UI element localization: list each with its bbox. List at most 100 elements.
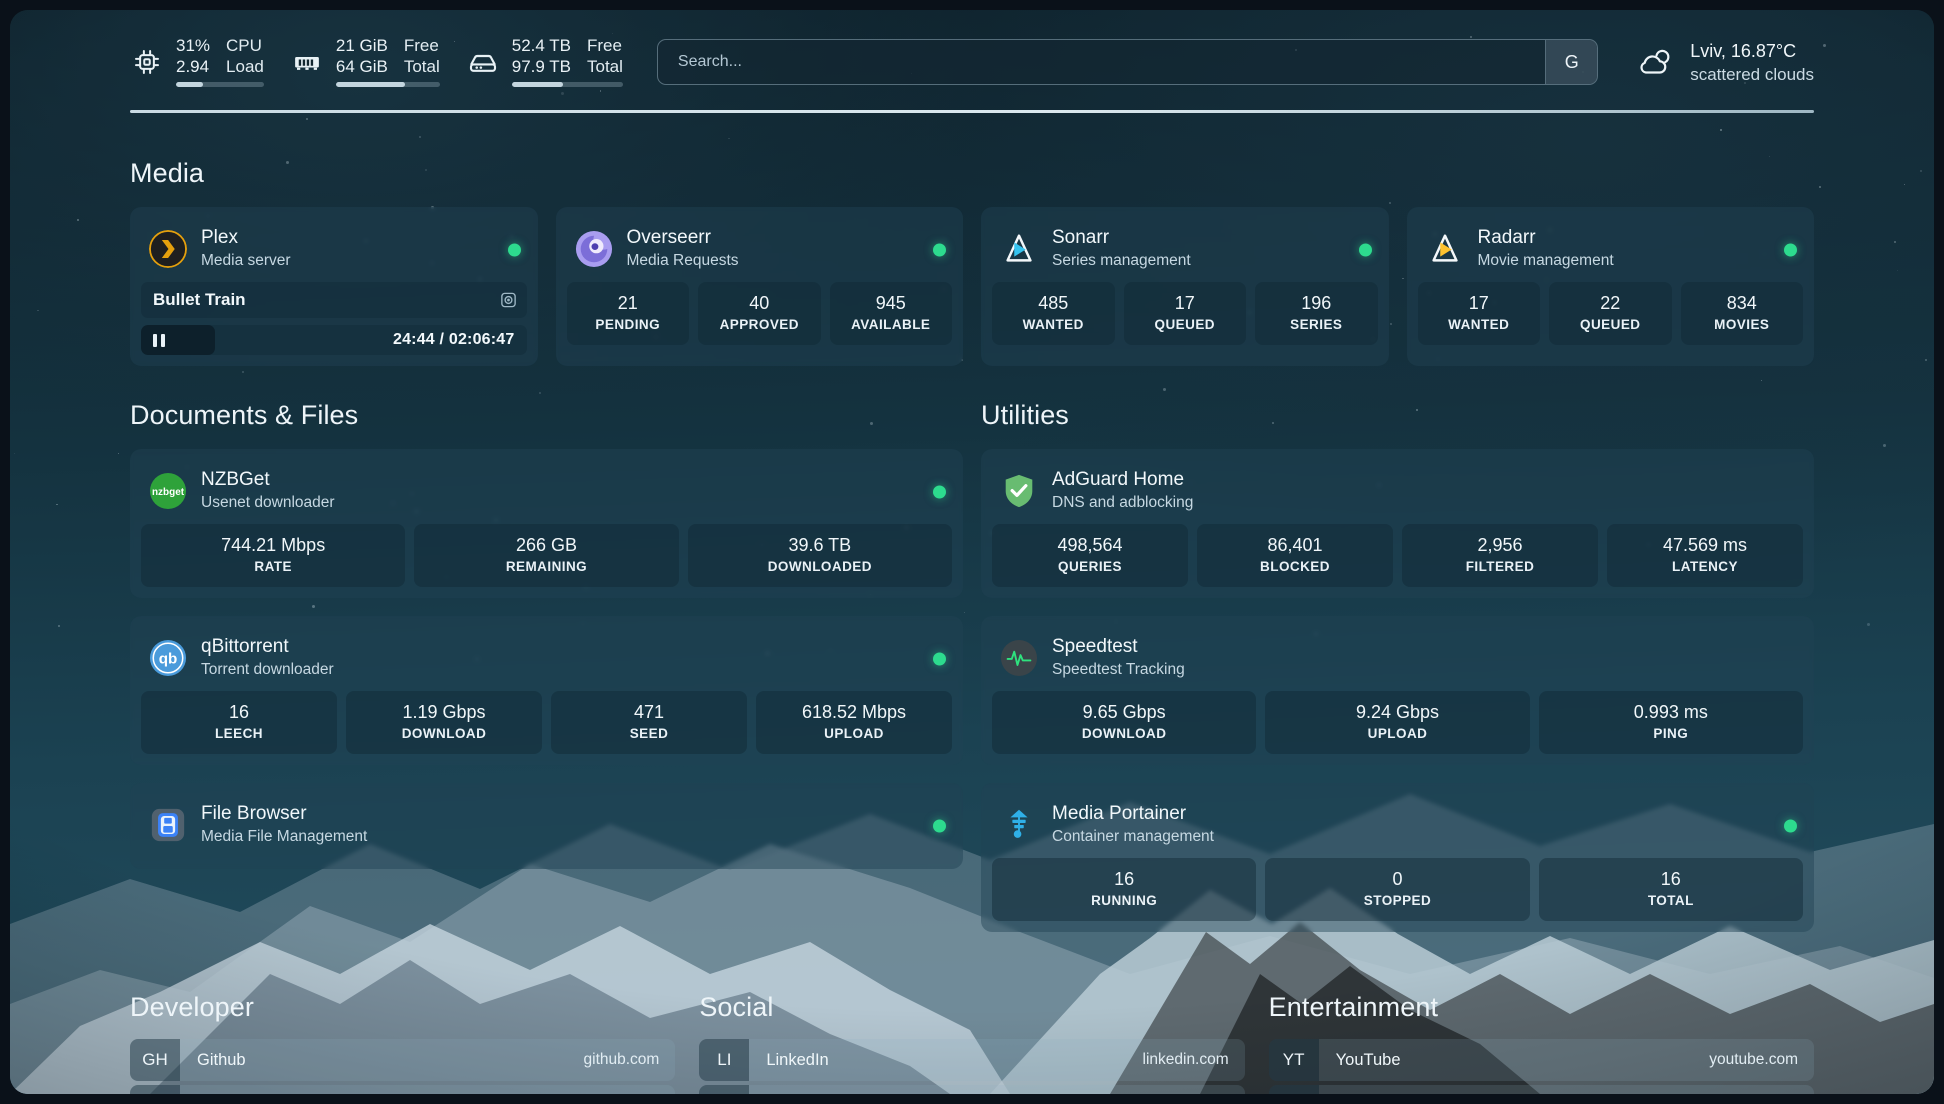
card-header: Overseerr Media Requests [567,218,953,282]
memory-icon [290,45,324,79]
stat-key: WANTED [1448,317,1510,332]
bookmark-list: GH Github github.com SO StackOverflow st… [130,1039,676,1094]
stat-item: 498,564 QUERIES [992,524,1188,587]
card-name: Radarr [1477,227,1536,248]
bookmark-url: youtube.com [1709,1051,1798,1068]
plex-logo-icon [149,229,187,268]
pause-icon[interactable] [153,333,165,347]
bookmark-item-linkedin[interactable]: LI LinkedIn linkedin.com [699,1039,1245,1081]
stat-value: 945 [875,293,906,313]
stat-key: AVAILABLE [851,317,931,332]
bookmark-item-twitter[interactable]: TW Twitter twitter.com [699,1085,1245,1094]
stat-item: 834 MOVIES [1680,282,1803,345]
search-engine-button[interactable]: G [1545,40,1598,84]
utilities-section-title: Utilities [981,400,1069,430]
stat-item: 618.52 Mbps UPLOAD [756,691,952,754]
bookmark-name: Github [197,1050,246,1069]
card-desc: Media server [201,252,291,269]
service-card-radarr[interactable]: Radarr Movie management 17 WANTED 22 QUE… [1406,207,1814,366]
cpu-icon [130,45,164,79]
bookmark-item-github[interactable]: GH Github github.com [130,1039,676,1081]
stat-value: 471 [633,702,665,722]
plex-now-playing: Bullet Train [141,282,527,355]
stat-item: 40 APPROVED [698,282,821,345]
weather-location-temp: Lviv, 16.87°C [1690,40,1797,61]
status-indicator-online [1784,819,1797,833]
stat-item: 21 PENDING [566,282,689,345]
stat-item: 47.569 ms LATENCY [1607,524,1803,587]
card-name: Speedtest [1052,636,1138,657]
bookmark-group-title: Social [699,992,774,1022]
card-stats: 9.65 Gbps DOWNLOAD 9.24 Gbps UPLOAD 0.99… [992,691,1803,754]
memory-widget[interactable]: 21 GiB 64 GiB Free Total [290,36,440,89]
now-playing-progress-bar[interactable]: 24:44 / 02:06:47 [141,325,527,355]
cpu-widget[interactable]: 31% 2.94 CPU Load [130,36,264,89]
bookmark-item-netflix[interactable]: NF Netflix netflix.com [1268,1085,1814,1094]
disk-usage-bar [511,81,623,87]
stat-value: 16 [228,702,250,722]
service-card-qbittorrent[interactable]: qb qBittorrent Torrent downloader 16 LEE… [130,616,963,765]
stat-key: PENDING [595,317,661,332]
stat-key: UPLOAD [1367,726,1428,741]
cpu-value-bottom: 2.94 [176,56,210,76]
stat-value: 17 [1468,293,1489,313]
stat-key: DOWNLOAD [1081,726,1167,741]
bookmark-item-youtube[interactable]: YT YouTube youtube.com [1268,1039,1814,1081]
stat-value: 2,956 [1477,535,1523,555]
card-titles: NZBGet Usenet downloader [201,469,335,512]
search-input[interactable] [657,40,1546,84]
utilities-section: Utilities AdGuard Home DNS and adblocki [981,400,1814,932]
service-card-nzbget[interactable]: nzbget NZBGet Usenet downloader 744.21 M… [130,449,963,598]
card-desc: Speedtest Tracking [1052,661,1185,678]
card-desc: Media Requests [626,252,739,269]
card-titles: Speedtest Speedtest Tracking [1052,636,1185,679]
stat-value: 86,401 [1267,535,1323,555]
cpu-label-bottom: Load [226,56,264,76]
stat-item: 17 WANTED [1417,282,1540,345]
nzbget-logo-icon: nzbget [149,472,187,510]
card-header: Sonarr Series management [992,218,1378,282]
card-name: Sonarr [1052,227,1110,248]
bookmark-abbr: YT [1268,1039,1319,1081]
card-header: nzbget NZBGet Usenet downloader [141,460,952,524]
bookmark-group-developer: Developer GH Github github.com SO StackO… [130,992,676,1094]
card-header: Speedtest Speedtest Tracking [992,627,1803,691]
card-name: File Browser [201,803,307,824]
service-card-speedtest[interactable]: Speedtest Speedtest Tracking 9.65 Gbps D… [981,616,1814,765]
bookmark-group-title: Developer [130,992,254,1022]
stat-value: 16 [1114,869,1135,889]
card-stats: 21 PENDING 40 APPROVED 945 AVAILABLE [566,282,952,345]
top-bar: 31% 2.94 CPU Load [130,10,1814,113]
svg-text:qb: qb [159,650,178,667]
filebrowser-logo-icon [149,806,187,844]
bookmark-url: linkedin.com [1142,1051,1229,1068]
search-bar[interactable]: G [656,39,1599,85]
cast-icon[interactable] [500,292,517,309]
service-card-overseerr[interactable]: Overseerr Media Requests 21 PENDING 40 A… [555,207,963,366]
service-card-plex[interactable]: Plex Media server Bullet Train [130,207,538,366]
disk-widget[interactable]: 52.4 TB 97.9 TB Free Total [466,36,623,89]
stat-item: 1.19 Gbps DOWNLOAD [346,691,542,754]
stat-value: 22 [1600,293,1621,313]
service-card-media-portainer[interactable]: Media Portainer Container management 16 … [981,783,1814,932]
cpu-readout: 31% 2.94 CPU Load [176,36,264,89]
weather-widget[interactable]: Lviv, 16.87°C scattered clouds [1632,40,1814,85]
bookmark-item-stackoverflow[interactable]: SO StackOverflow stackoverflow.com [130,1085,676,1094]
stat-value: 47.569 ms [1662,535,1748,555]
memory-value-top: 21 GiB [335,35,388,55]
stat-key: WANTED [1022,317,1084,332]
weather-condition: scattered clouds [1690,64,1814,84]
service-card-sonarr[interactable]: Sonarr Series management 485 WANTED 17 Q… [981,207,1389,366]
bookmark-abbr: TW [699,1085,750,1094]
memory-label-top: Free [403,35,439,55]
card-stats: 498,564 QUERIES 86,401 BLOCKED 2,956 FIL… [992,524,1803,587]
service-card-adguard-home[interactable]: AdGuard Home DNS and adblocking 498,564 … [981,449,1814,598]
stat-item: 196 SERIES [1255,282,1378,345]
card-stats: 744.21 Mbps RATE 266 GB REMAINING 39.6 T… [141,524,952,587]
card-name: AdGuard Home [1052,469,1185,490]
bookmark-group-social: Social LI LinkedIn linkedin.com TW Twitt… [699,992,1245,1094]
card-header: AdGuard Home DNS and adblocking [992,460,1803,524]
bookmark-abbr: NF [1268,1085,1319,1094]
service-card-file-browser[interactable]: File Browser Media File Management [130,783,963,869]
